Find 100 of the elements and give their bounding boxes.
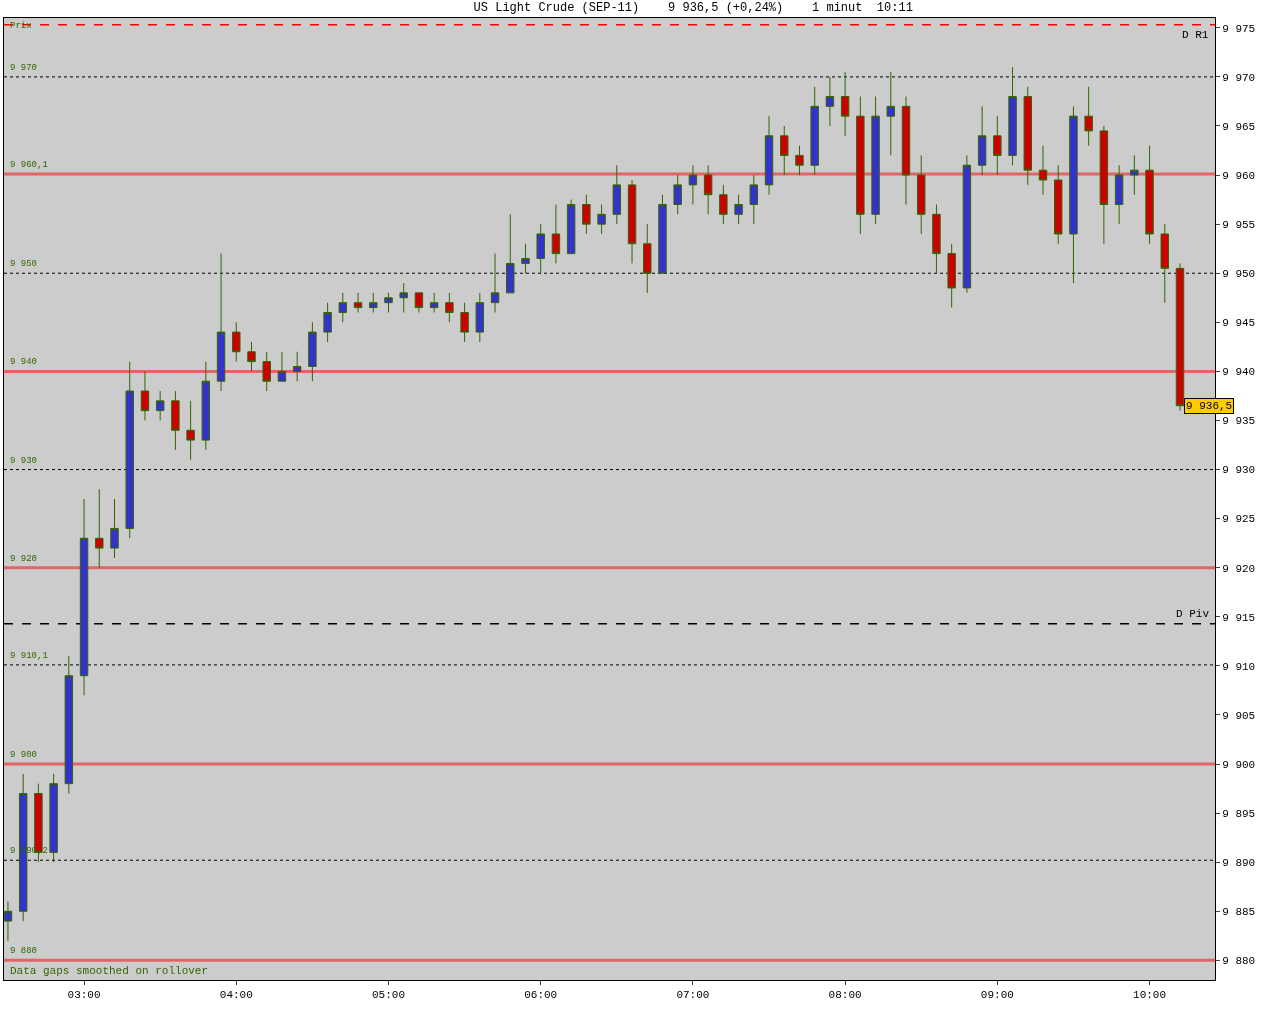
candlestick (977, 105, 987, 176)
ref-line-label: 9 910,1 (10, 651, 48, 661)
candlestick (871, 96, 880, 225)
candlestick (216, 253, 226, 392)
candlestick (962, 154, 972, 294)
candlestick (536, 223, 545, 274)
candlestick (125, 361, 134, 539)
x-tick-label: 05:00 (371, 989, 405, 1002)
candlestick (551, 204, 561, 264)
x-tick-label: 03:00 (67, 989, 101, 1002)
ref-line-label: 9 940 (10, 357, 38, 367)
y-tick-label: 9 885 (1222, 906, 1256, 919)
x-tick-label: 07:00 (676, 989, 710, 1002)
candlestick (597, 204, 606, 235)
candlestick (810, 86, 819, 176)
candlestick (703, 164, 713, 215)
y-tick-label: 9 965 (1222, 120, 1256, 133)
ref-line-label: 9 970 (10, 63, 38, 73)
y-tick-label: 9 900 (1222, 758, 1256, 771)
y-tick-label: 9 970 (1222, 71, 1256, 84)
ref-line-label: 9 960,1 (10, 160, 48, 170)
candlestick (1069, 105, 1078, 284)
candlestick (64, 655, 74, 794)
ref-line-label: 9 930 (10, 456, 38, 466)
ref-line-label: 9 920 (10, 554, 38, 564)
candlestick (475, 292, 485, 343)
candlestick (764, 115, 774, 196)
annotation: Prix (10, 21, 32, 31)
candlestick (947, 243, 956, 309)
x-tick-label: 10:00 (1133, 989, 1167, 1002)
candlestick (490, 253, 500, 313)
candlestick (1008, 66, 1017, 166)
candlestick (186, 400, 195, 461)
candlestick (323, 302, 332, 343)
candlestick (886, 71, 896, 156)
candlestick (901, 96, 911, 206)
candlestick (506, 213, 515, 294)
candlestick (1053, 164, 1063, 245)
candlestick (292, 351, 302, 382)
annotation: Data gaps smoothed on rollover (10, 965, 209, 977)
x-tick-label: 08:00 (828, 989, 862, 1002)
candlestick (445, 292, 454, 323)
y-tick-label: 9 940 (1222, 366, 1256, 379)
candlestick (338, 292, 348, 323)
candlestick (49, 773, 58, 863)
y-tick-label: 9 920 (1222, 562, 1256, 575)
ref-line-label: 9 900 (10, 750, 38, 760)
candlestick (749, 174, 759, 225)
chart-title: US Light Crude (SEP-11) 9 936,5 (+0,24%) 1 minut 10:11 (473, 1, 913, 16)
candlestick (308, 321, 317, 382)
candlestick (1114, 164, 1124, 225)
candlestick (521, 243, 530, 274)
y-tick-label: 9 925 (1222, 513, 1256, 526)
candlestick (429, 292, 439, 313)
candlestick (460, 302, 469, 343)
candlestick (155, 390, 165, 421)
y-tick-label: 9 975 (1222, 22, 1256, 35)
candlestick (79, 498, 89, 696)
y-tick-label: 9 950 (1222, 268, 1256, 281)
candlestick (247, 341, 256, 372)
candlestick (110, 498, 119, 559)
candlestick (688, 164, 698, 206)
candlestick (262, 351, 271, 392)
candlestick (627, 179, 637, 264)
x-tick-label: 06:00 (524, 989, 558, 1002)
ref-line-label: D R1 (1182, 29, 1209, 41)
candlestick (201, 361, 211, 451)
candlestick (582, 194, 591, 235)
candlestick (856, 96, 865, 235)
ref-line-label: 9 950 (10, 259, 38, 269)
y-tick-label: 9 890 (1222, 857, 1256, 870)
candlestick (932, 204, 941, 274)
candlestick (1175, 262, 1185, 412)
y-tick-label: 9 905 (1222, 709, 1256, 722)
candlestick (719, 184, 728, 225)
y-tick-label: 9 895 (1222, 807, 1256, 820)
candlestick (780, 125, 789, 176)
candlestick (171, 390, 180, 451)
candlestick (658, 194, 667, 274)
candlestick (840, 71, 850, 137)
candlestick (4, 900, 13, 942)
candlestick (1130, 154, 1139, 196)
candlestick (566, 199, 576, 255)
y-tick-label: 9 930 (1222, 464, 1256, 477)
y-tick-label: 9 915 (1222, 611, 1256, 624)
candlestick (917, 154, 926, 235)
candlestick (140, 370, 150, 421)
candlestick (1145, 145, 1154, 245)
candlestick (95, 488, 104, 569)
y-tick-label: 9 945 (1222, 317, 1256, 330)
candlestick (384, 292, 393, 313)
y-tick-label: 9 910 (1222, 660, 1256, 673)
x-tick-label: 09:00 (980, 989, 1014, 1002)
ref-line-label: 9 880 (10, 946, 38, 956)
candlestick (643, 223, 652, 294)
candlestick (1099, 125, 1109, 245)
ref-line-label: D Piv (1176, 608, 1210, 620)
y-tick-label: 9 880 (1222, 955, 1256, 968)
candlestick (795, 145, 804, 176)
candlestick (369, 292, 378, 313)
